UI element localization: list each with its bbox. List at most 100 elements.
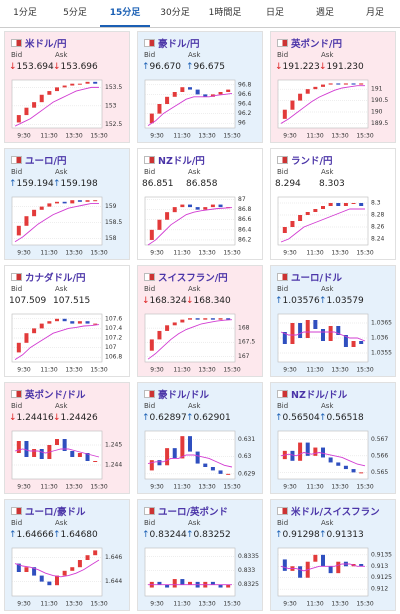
- rate-card[interactable]: 米ドル/円 Bid Ask ↓153.694 ↓153.696 152.5 153 153.5…: [4, 31, 130, 143]
- x-tick-label: 15:30: [90, 601, 107, 608]
- candle: [149, 229, 154, 240]
- x-tick-label: 13:30: [198, 484, 215, 491]
- y-tick-label: 8.26: [371, 224, 385, 231]
- x-tick-label: 15:30: [90, 133, 107, 140]
- bid-label: Bid: [277, 285, 289, 293]
- tab[interactable]: 日足: [265, 8, 284, 18]
- y-tick-label: 96.6: [238, 91, 252, 98]
- rate-card[interactable]: ユーロ/英ポンド Bid Ask ↑0.83244 ↑0.83252 0.8325 0.83…: [137, 499, 263, 611]
- y-tick-label: 86.6: [238, 216, 252, 223]
- tab[interactable]: 週足: [315, 8, 334, 18]
- rate-card[interactable]: 米ドル/スイスフラン Bid Ask ↑0.91298 ↑0.91313 0.912 0.9…: [270, 499, 396, 611]
- candle: [62, 85, 67, 88]
- candle: [336, 561, 341, 574]
- candle: [39, 575, 44, 582]
- rate-card[interactable]: NZドル/円 Bid Ask 86.851 86.858 86.2 86.4 86.6 86.8…: [137, 148, 263, 260]
- x-tick-label: 15:30: [90, 367, 107, 374]
- rate-card[interactable]: 英ポンド/円 Bid Ask ↓191.223 ↓191.230 189.5 190 190.…: [270, 31, 396, 143]
- candle: [359, 564, 364, 567]
- x-tick-label: 11:30: [306, 133, 323, 140]
- trend-arrow: ↑: [275, 413, 283, 423]
- mini-chart: 106.8 107 107.2 107.4 107.6 9:30 11:30 13:30 15:…: [11, 313, 122, 374]
- bid-label: Bid: [277, 168, 289, 176]
- tab[interactable]: 1時間足: [208, 8, 242, 18]
- candle: [210, 581, 215, 585]
- tab[interactable]: 15分足: [100, 0, 150, 27]
- y-tick-label: 96.4: [238, 101, 252, 108]
- candle: [298, 323, 303, 338]
- rate-card[interactable]: 豪ドル/ドル Bid Ask ↑0.62897 ↑0.62901 0.629 0.63 0.6…: [137, 382, 263, 494]
- flag: [277, 156, 288, 164]
- x-tick-label: 11:30: [40, 367, 57, 374]
- bid-price: 8.294: [275, 179, 301, 189]
- rate-card[interactable]: スイスフラン/円 Bid Ask ↓168.324 ↓168.340 167 167.5 16…: [137, 265, 263, 377]
- candle: [203, 94, 208, 97]
- candle: [328, 326, 333, 341]
- flag: [277, 39, 288, 47]
- tab[interactable]: 1分足: [13, 8, 37, 18]
- moving-average: [280, 85, 365, 124]
- ask-price: 153.696: [60, 62, 98, 72]
- candle: [195, 451, 200, 464]
- bid-value: ↑96.670: [142, 62, 181, 72]
- candle: [32, 567, 37, 576]
- tab[interactable]: 30分足: [160, 8, 190, 18]
- candle: [351, 203, 356, 204]
- flag: [11, 156, 22, 164]
- x-tick-label: 13:30: [331, 601, 348, 608]
- rate-card[interactable]: ユーロ/円 Bid Ask ↑159.194 ↑159.198 158 158.5 159 9:…: [4, 148, 130, 260]
- bid-price: 0.83244: [149, 530, 187, 540]
- x-tick-label: 13:30: [198, 133, 215, 140]
- candle: [188, 581, 192, 585]
- rate-card[interactable]: 英ポンド/ドル Bid Ask ↓1.24416 ↓1.24426 1.244 1.245 9…: [4, 382, 130, 494]
- candle: [77, 560, 82, 568]
- candle: [321, 206, 325, 209]
- trend-arrow: ↑: [53, 530, 61, 540]
- rate-card[interactable]: 豪ドル/円 Bid Ask ↑96.670 ↑96.675 96 96.2 96.4 96.6 9…: [137, 31, 263, 143]
- candle: [336, 203, 341, 206]
- bid-price: 153.694: [16, 62, 54, 72]
- rate-card[interactable]: ユーロ/豪ドル Bid Ask ↑1.64666 ↑1.64680 1.644 1.646 9…: [4, 499, 130, 611]
- candle: [321, 84, 325, 87]
- x-tick-label: 13:30: [198, 367, 215, 374]
- rate-card[interactable]: ユーロ/ドル Bid Ask ↑1.03576 ↑1.03579 1.0355 1.036 1…: [270, 265, 396, 377]
- pair-name: NZドル/円: [158, 156, 205, 167]
- candle: [290, 323, 295, 344]
- ask-price: 107.515: [53, 296, 91, 306]
- candle: [210, 467, 215, 471]
- candle: [343, 335, 348, 347]
- x-tick-label: 13:30: [65, 250, 82, 257]
- ask-value: ↑1.64680: [53, 530, 98, 540]
- flag: [277, 390, 288, 398]
- y-tick-label: 167.5: [238, 339, 255, 346]
- tab[interactable]: 月足: [365, 8, 384, 18]
- candle: [305, 320, 310, 338]
- trend-arrow: ↑: [53, 179, 61, 189]
- ask-price: 8.303: [319, 179, 345, 189]
- y-tick-label: 0.567: [371, 436, 388, 443]
- moving-average: [14, 559, 100, 578]
- candle: [203, 207, 208, 210]
- mini-chart: 0.8325 0.833 0.8335 9:30 11:30 13:30 15:30: [144, 547, 259, 608]
- candle: [39, 206, 44, 210]
- ask-label: Ask: [321, 51, 334, 59]
- rate-card[interactable]: ランド/円 Bid Ask 8.294 8.303 8.24 8.26 8.28 8.3 9:30…: [270, 148, 396, 260]
- candle: [290, 100, 295, 110]
- pair-name: 英ポンド/ドル: [25, 390, 86, 401]
- candle: [93, 550, 98, 556]
- rate-card[interactable]: NZドル/ドル Bid Ask ↑0.56504 ↑0.56518 0.565 0.566 0…: [270, 382, 396, 494]
- y-tick-label: 86.2: [238, 236, 252, 243]
- x-tick-label: 13:30: [65, 367, 82, 374]
- ask-label: Ask: [188, 519, 201, 527]
- x-tick-label: 9:30: [150, 601, 164, 608]
- x-tick-label: 11:30: [173, 484, 190, 491]
- candle: [226, 318, 231, 320]
- tab[interactable]: 5分足: [63, 8, 87, 18]
- bid-value: ↑1.03576: [275, 296, 320, 306]
- candle: [55, 87, 59, 92]
- rate-card[interactable]: カナダドル/円 Bid Ask 107.509 107.515 106.8 107 107.2…: [4, 265, 130, 377]
- mini-chart: 0.565 0.566 0.567 9:30 11:30 13:30 15:30: [277, 430, 388, 491]
- y-tick-label: 0.912: [371, 586, 388, 593]
- y-tick-label: 159: [105, 203, 117, 210]
- candle: [165, 325, 170, 331]
